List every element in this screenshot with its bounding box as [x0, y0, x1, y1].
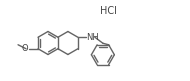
Text: O: O — [22, 44, 28, 53]
Text: NH: NH — [86, 33, 99, 42]
Text: HCl: HCl — [100, 6, 116, 16]
